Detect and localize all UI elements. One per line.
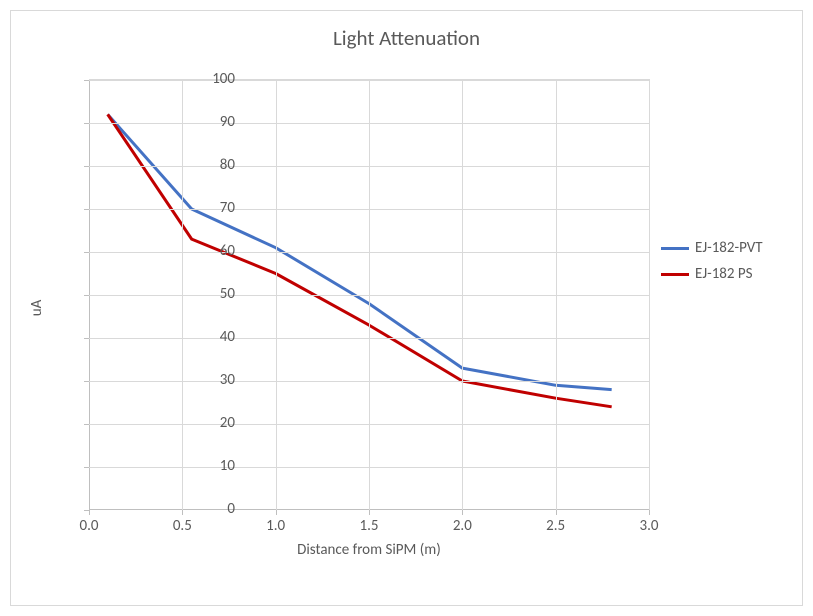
gridline-v: [369, 80, 370, 510]
gridline-v: [276, 80, 277, 510]
xtick-mark: [89, 510, 90, 515]
ytick-mark: [84, 209, 89, 210]
legend-item: EJ-182-PVT: [661, 239, 763, 257]
ytick-mark: [84, 80, 89, 81]
gridline-v: [462, 80, 463, 510]
ytick-mark: [84, 295, 89, 296]
xtick-label: 2.0: [432, 517, 492, 535]
ytick-mark: [84, 166, 89, 167]
ytick-label: 20: [185, 414, 235, 432]
legend-swatch: [661, 247, 689, 250]
xtick-mark: [556, 510, 557, 515]
xtick-label: 0.5: [152, 517, 212, 535]
xtick-mark: [369, 510, 370, 515]
xtick-mark: [649, 510, 650, 515]
ytick-mark: [84, 381, 89, 382]
xtick-mark: [276, 510, 277, 515]
x-axis-label: Distance from SiPM (m): [89, 541, 649, 559]
xtick-label: 1.0: [246, 517, 306, 535]
ytick-mark: [84, 467, 89, 468]
y-axis-label: uA: [28, 300, 46, 317]
gridline-v: [649, 80, 650, 510]
xtick-mark: [182, 510, 183, 515]
legend: EJ-182-PVT EJ-182 PS: [661, 231, 763, 291]
gridline-v: [182, 80, 183, 510]
ytick-label: 70: [185, 199, 235, 217]
legend-label: EJ-182 PS: [695, 265, 753, 283]
ytick-label: 10: [185, 457, 235, 475]
ytick-mark: [84, 338, 89, 339]
xtick-label: 3.0: [619, 517, 679, 535]
ytick-label: 80: [185, 156, 235, 174]
legend-item: EJ-182 PS: [661, 265, 763, 283]
ytick-label: 0: [185, 500, 235, 518]
chart-title: Light Attenuation: [11, 25, 802, 51]
ytick-label: 30: [185, 371, 235, 389]
chart-container: Light Attenuation uA Distance from SiPM …: [0, 0, 813, 616]
xtick-label: 1.5: [339, 517, 399, 535]
ytick-mark: [84, 252, 89, 253]
ytick-label: 60: [185, 242, 235, 260]
plot-area: [89, 79, 650, 510]
ytick-label: 40: [185, 328, 235, 346]
gridline-v: [556, 80, 557, 510]
xtick-label: 0.0: [59, 517, 119, 535]
ytick-mark: [84, 123, 89, 124]
ytick-label: 100: [185, 70, 235, 88]
xtick-label: 2.5: [526, 517, 586, 535]
chart-inner: Light Attenuation uA Distance from SiPM …: [10, 10, 803, 606]
ytick-mark: [84, 424, 89, 425]
ytick-label: 90: [185, 113, 235, 131]
legend-swatch: [661, 273, 689, 276]
legend-label: EJ-182-PVT: [695, 239, 763, 257]
xtick-mark: [462, 510, 463, 515]
ytick-label: 50: [185, 285, 235, 303]
